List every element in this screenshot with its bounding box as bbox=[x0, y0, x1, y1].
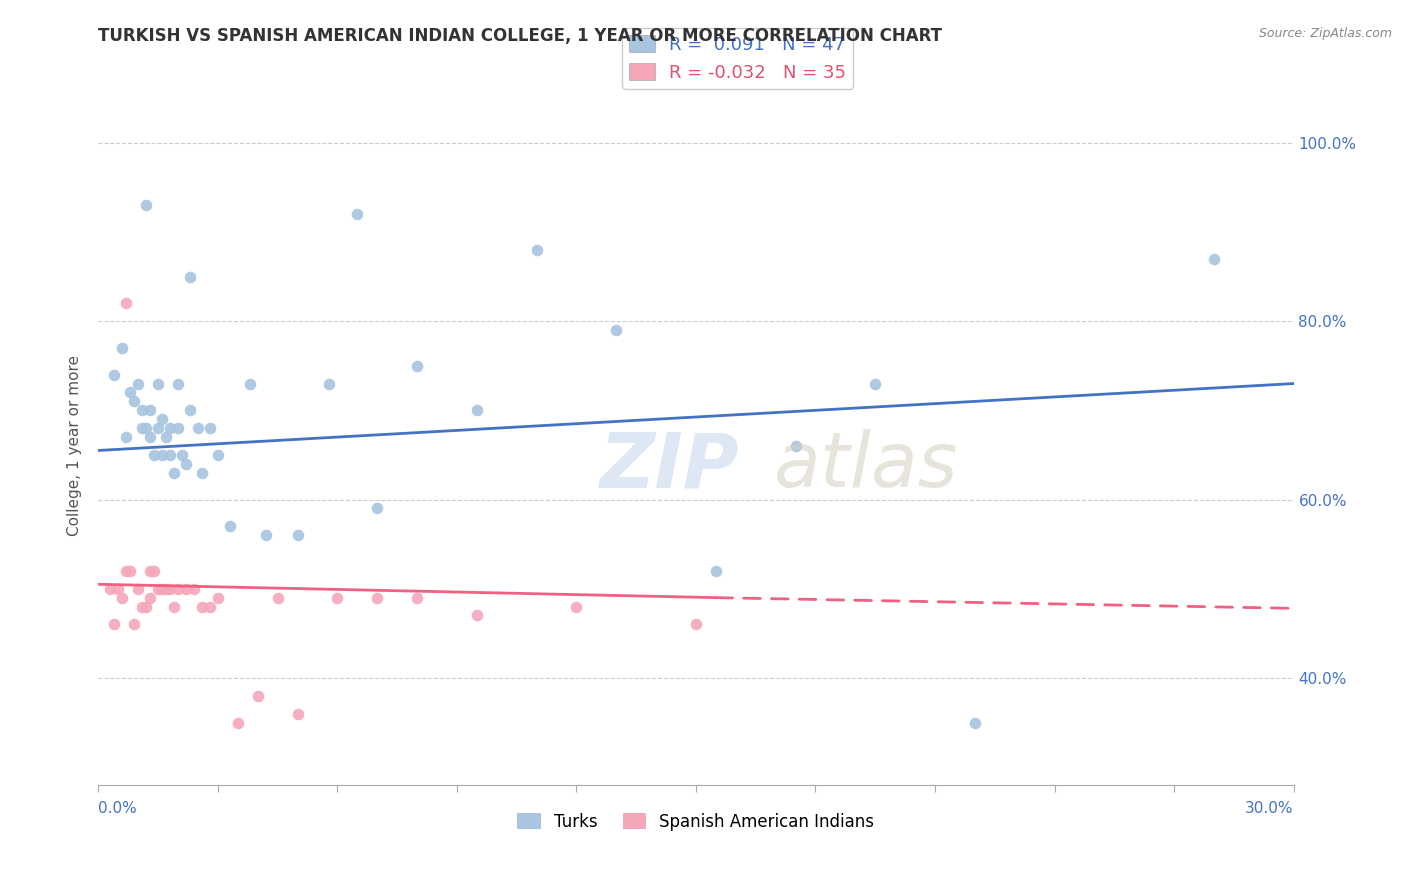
Point bbox=[148, 376, 170, 391]
Text: Source: ZipAtlas.com: Source: ZipAtlas.com bbox=[1258, 27, 1392, 40]
Point bbox=[239, 376, 262, 391]
Point bbox=[127, 582, 149, 596]
Point bbox=[159, 421, 181, 435]
Point bbox=[526, 243, 548, 257]
Point bbox=[148, 421, 170, 435]
Point bbox=[406, 359, 429, 373]
Point bbox=[366, 591, 388, 605]
Point bbox=[406, 591, 429, 605]
Point bbox=[159, 582, 181, 596]
Point bbox=[183, 582, 205, 596]
Point bbox=[685, 617, 707, 632]
Point bbox=[150, 582, 173, 596]
Y-axis label: College, 1 year or more: College, 1 year or more bbox=[67, 356, 83, 536]
Point bbox=[103, 617, 125, 632]
Point bbox=[148, 582, 170, 596]
Point bbox=[163, 466, 186, 480]
Point bbox=[159, 448, 181, 462]
Point bbox=[465, 608, 488, 623]
Point bbox=[704, 564, 727, 578]
Text: ZIP: ZIP bbox=[600, 429, 740, 503]
Point bbox=[167, 376, 190, 391]
Point bbox=[155, 430, 177, 444]
Point bbox=[207, 448, 229, 462]
Point bbox=[139, 430, 162, 444]
Point bbox=[131, 403, 153, 417]
Point bbox=[346, 207, 368, 221]
Point bbox=[287, 706, 309, 721]
Text: 0.0%: 0.0% bbox=[98, 801, 138, 816]
Point bbox=[155, 582, 177, 596]
Point bbox=[111, 341, 134, 355]
Point bbox=[139, 591, 162, 605]
Point bbox=[127, 376, 149, 391]
Point bbox=[150, 448, 173, 462]
Point bbox=[172, 448, 194, 462]
Point bbox=[131, 599, 153, 614]
Point bbox=[135, 421, 157, 435]
Point bbox=[207, 591, 229, 605]
Point bbox=[143, 448, 166, 462]
Point bbox=[1202, 252, 1225, 266]
Point bbox=[115, 430, 138, 444]
Point bbox=[150, 412, 173, 426]
Point bbox=[246, 689, 269, 703]
Point bbox=[191, 599, 214, 614]
Point bbox=[191, 466, 214, 480]
Point bbox=[98, 582, 122, 596]
Point bbox=[198, 421, 221, 435]
Point bbox=[465, 403, 488, 417]
Point bbox=[865, 376, 887, 391]
Legend: Turks, Spanish American Indians: Turks, Spanish American Indians bbox=[510, 806, 882, 838]
Point bbox=[179, 269, 201, 284]
Point bbox=[107, 582, 129, 596]
Point bbox=[963, 715, 986, 730]
Point bbox=[120, 564, 142, 578]
Point bbox=[115, 296, 138, 310]
Point bbox=[565, 599, 588, 614]
Point bbox=[167, 421, 190, 435]
Point bbox=[366, 501, 388, 516]
Point bbox=[143, 564, 166, 578]
Point bbox=[219, 519, 242, 533]
Point bbox=[174, 457, 197, 471]
Point bbox=[139, 403, 162, 417]
Text: 30.0%: 30.0% bbox=[1246, 801, 1294, 816]
Point bbox=[124, 394, 146, 409]
Point bbox=[131, 421, 153, 435]
Point bbox=[226, 715, 249, 730]
Point bbox=[174, 582, 197, 596]
Point bbox=[103, 368, 125, 382]
Point bbox=[120, 385, 142, 400]
Point bbox=[785, 439, 807, 453]
Point bbox=[167, 582, 190, 596]
Point bbox=[198, 599, 221, 614]
Point bbox=[115, 564, 138, 578]
Point bbox=[135, 198, 157, 212]
Point bbox=[139, 564, 162, 578]
Point bbox=[287, 528, 309, 542]
Point bbox=[318, 376, 340, 391]
Point bbox=[605, 323, 627, 337]
Text: TURKISH VS SPANISH AMERICAN INDIAN COLLEGE, 1 YEAR OR MORE CORRELATION CHART: TURKISH VS SPANISH AMERICAN INDIAN COLLE… bbox=[98, 27, 942, 45]
Point bbox=[163, 599, 186, 614]
Point bbox=[254, 528, 277, 542]
Point bbox=[179, 403, 201, 417]
Point bbox=[187, 421, 209, 435]
Point bbox=[326, 591, 349, 605]
Point bbox=[267, 591, 290, 605]
Point bbox=[124, 617, 146, 632]
Text: atlas: atlas bbox=[773, 429, 957, 503]
Point bbox=[135, 599, 157, 614]
Point bbox=[111, 591, 134, 605]
